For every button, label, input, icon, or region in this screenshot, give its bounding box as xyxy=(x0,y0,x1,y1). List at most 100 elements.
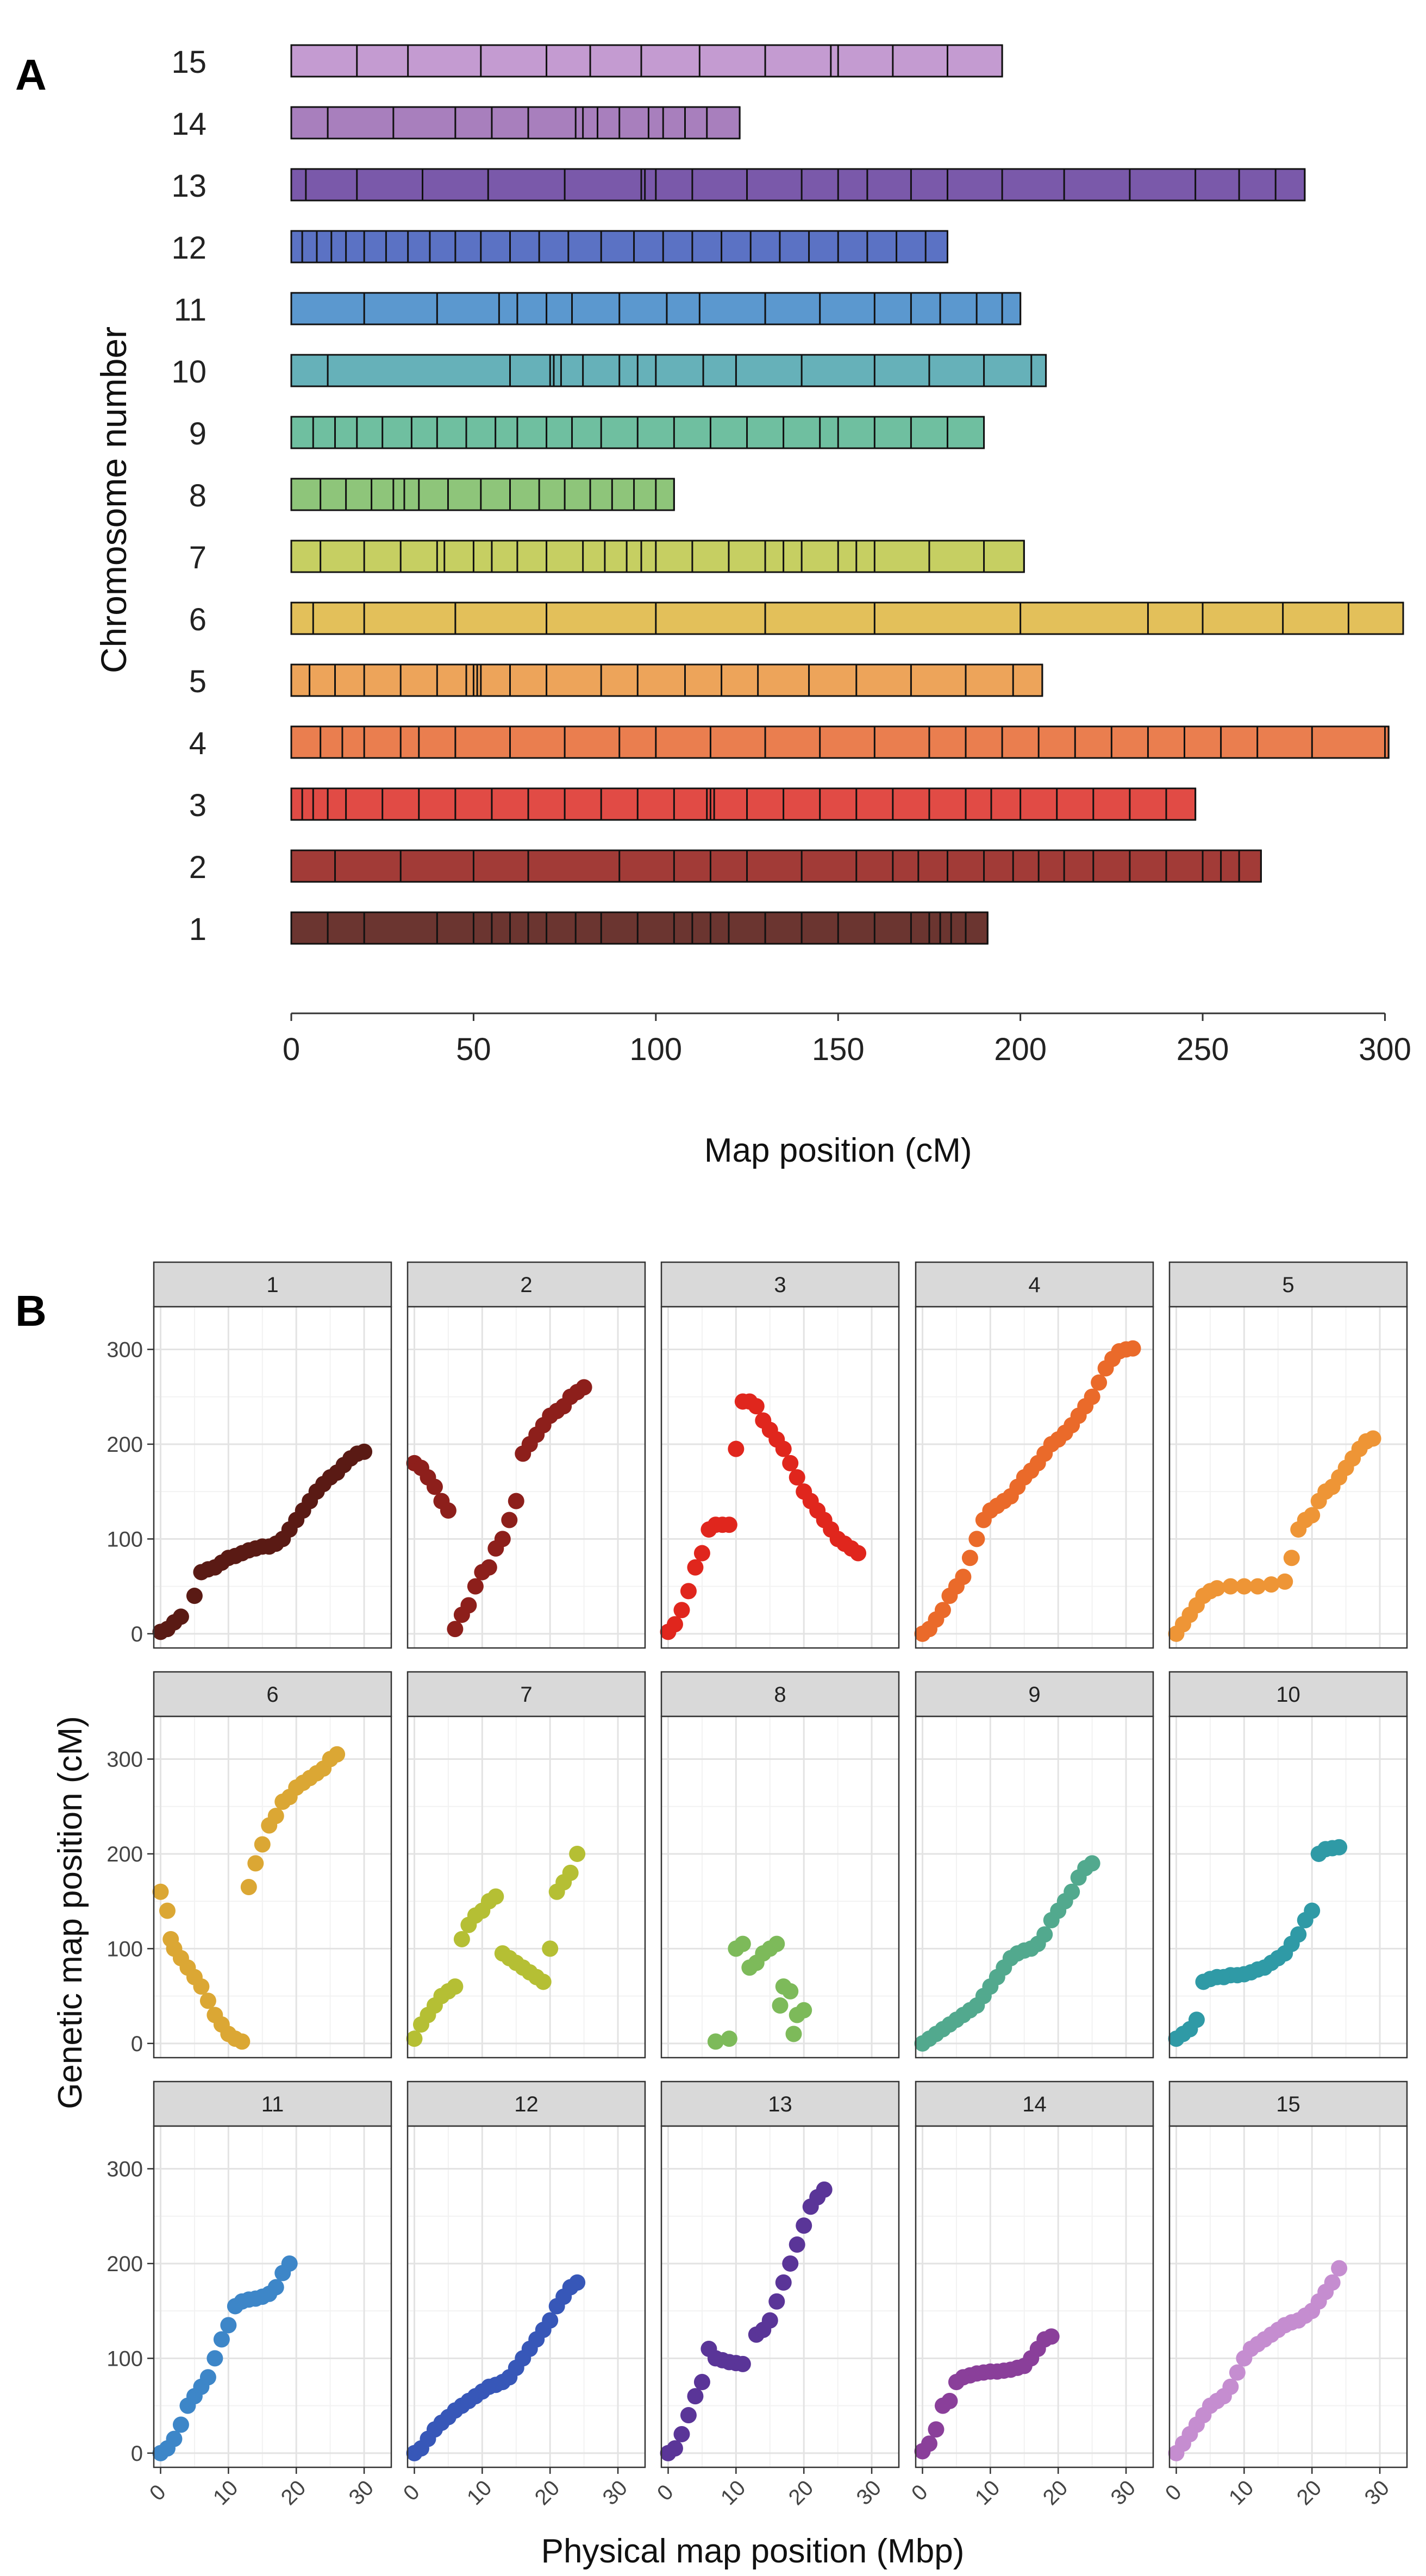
facet-panel: 4 xyxy=(914,1261,1154,1649)
facet-strip xyxy=(153,1261,392,1308)
facet-strip xyxy=(1168,1261,1408,1308)
scatter-point xyxy=(1304,1902,1321,1919)
scatter-point xyxy=(542,1940,559,1957)
scatter-point xyxy=(941,2392,958,2409)
scatter-point xyxy=(267,2279,284,2296)
scatter-point xyxy=(569,2274,586,2291)
y-tick-label: 100 xyxy=(107,1937,143,1961)
chromosome-bar xyxy=(290,663,1043,697)
scatter-point xyxy=(199,2369,216,2386)
facet-border xyxy=(1168,1715,1408,2059)
facet-strip xyxy=(406,1671,646,1718)
scatter-point xyxy=(666,1616,683,1633)
x-axis-title: Physical map position (Mbp) xyxy=(541,2533,965,2570)
facet-title: 5 xyxy=(1282,1273,1294,1297)
facet-title: 8 xyxy=(774,1683,786,1707)
scatter-point xyxy=(406,2030,423,2047)
facet-title: 2 xyxy=(520,1273,532,1297)
scatter-point xyxy=(796,2217,812,2234)
chromosome-label: 1 xyxy=(189,912,207,947)
y-tick-label: 200 xyxy=(107,1433,143,1457)
facet-panel: 6 0 100 200 300 xyxy=(107,1671,392,2059)
scatter-point xyxy=(734,1935,751,1952)
facet-panel: 9 xyxy=(914,1671,1154,2059)
facet-plot-area xyxy=(916,2126,1153,2467)
chromosome-bar xyxy=(290,601,1404,635)
scatter-point xyxy=(1043,2328,1060,2345)
scatter-point xyxy=(707,2033,724,2050)
scatter-point xyxy=(1283,1550,1300,1566)
facet-title: 7 xyxy=(520,1683,532,1707)
y-axis-title: Chromosome number xyxy=(93,327,134,673)
facet-strip xyxy=(1168,1671,1408,1718)
scatter-point xyxy=(785,2026,802,2042)
facet-strip xyxy=(153,1671,392,1718)
scatter-point xyxy=(761,2312,778,2329)
scatter-point xyxy=(968,1531,985,1547)
x-tick-label: 150 xyxy=(812,1032,865,1067)
facet-panel: 2 xyxy=(406,1261,646,1649)
scatter-point xyxy=(467,1578,484,1595)
scatter-point xyxy=(1188,2011,1205,2028)
chromosome-bar xyxy=(290,106,741,140)
x-tick-label: 0 xyxy=(283,1032,300,1067)
scatter-point xyxy=(440,1502,456,1519)
chromosome-label: 15 xyxy=(171,45,207,80)
facet-title: 10 xyxy=(1276,1683,1300,1707)
scatter-point xyxy=(721,2030,737,2047)
chromosome-label: 8 xyxy=(189,478,207,513)
y-tick-label: 100 xyxy=(107,2347,143,2371)
facet-plot-area xyxy=(661,1307,899,1648)
facet-strip xyxy=(660,1261,900,1308)
scatter-point xyxy=(166,2430,183,2447)
scatter-point xyxy=(928,2421,945,2438)
chromosome-bar xyxy=(290,849,1262,883)
scatter-point xyxy=(687,2388,704,2405)
scatter-point xyxy=(680,2407,697,2424)
facet-border xyxy=(153,2125,392,2468)
facet-title: 3 xyxy=(774,1273,786,1297)
facet-strip xyxy=(660,2080,900,2127)
scatter-point xyxy=(576,1379,592,1396)
scatter-point xyxy=(159,1902,176,1919)
x-tick-label: 50 xyxy=(456,1032,491,1067)
scatter-point xyxy=(508,1493,524,1509)
chromosome-bar xyxy=(290,911,989,945)
chromosome-label: 10 xyxy=(171,354,207,390)
scatter-point xyxy=(542,2312,559,2329)
facet-panel: 130 10 20 30 xyxy=(653,2080,900,2510)
chromosome-label: 5 xyxy=(189,664,207,699)
scatter-point xyxy=(1222,2378,1239,2395)
facet-border xyxy=(915,1715,1154,2059)
facet-border xyxy=(153,1715,392,2059)
chromosome-bar xyxy=(290,787,1197,821)
facet-plot-area xyxy=(916,1716,1153,2058)
scatter-point xyxy=(1263,1576,1280,1593)
scatter-point xyxy=(921,2435,937,2452)
scatter-point xyxy=(1091,1374,1108,1391)
y-tick-label: 100 xyxy=(107,1527,143,1551)
chromosome-bar xyxy=(290,44,1003,78)
facet-border xyxy=(915,1306,1154,1649)
facet-border xyxy=(153,1306,392,1649)
facet-title: 9 xyxy=(1028,1683,1040,1707)
scatter-point xyxy=(789,1469,805,1486)
scatter-point xyxy=(199,1992,216,2009)
y-tick-label: 200 xyxy=(107,2252,143,2276)
y-axis-title: Genetic map position (cM) xyxy=(52,1716,89,2109)
facet-title: 11 xyxy=(261,2092,284,2116)
y-tick-label: 0 xyxy=(131,1622,143,1646)
scatter-point xyxy=(748,1398,765,1415)
facet-border xyxy=(660,2125,900,2468)
scatter-point xyxy=(693,2374,710,2390)
facet-border xyxy=(915,2125,1154,2468)
scatter-point xyxy=(789,2236,805,2253)
scatter-point xyxy=(1064,1883,1080,1900)
x-tick-label: 300 xyxy=(1359,1032,1411,1067)
scatter-point xyxy=(234,2033,251,2050)
facet-panel: 150 10 20 30 xyxy=(1161,2080,1408,2510)
facet-title: 15 xyxy=(1276,2092,1300,2116)
chromosome-label: 2 xyxy=(189,850,207,885)
scatter-point xyxy=(240,1879,257,1895)
